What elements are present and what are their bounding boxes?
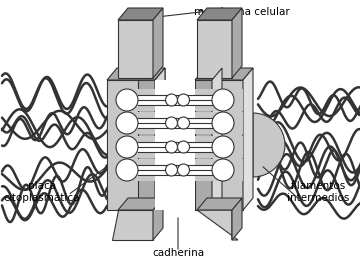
Circle shape (177, 164, 189, 176)
Polygon shape (195, 80, 212, 210)
Polygon shape (195, 89, 243, 111)
Polygon shape (212, 68, 222, 210)
Polygon shape (232, 8, 242, 78)
Wedge shape (253, 113, 285, 177)
Polygon shape (108, 89, 155, 111)
Polygon shape (118, 20, 153, 78)
Polygon shape (197, 198, 242, 210)
Polygon shape (112, 210, 153, 240)
Text: membrana celular: membrana celular (194, 7, 290, 17)
Polygon shape (108, 136, 155, 158)
Polygon shape (107, 80, 155, 210)
Polygon shape (195, 68, 253, 80)
Circle shape (116, 112, 138, 134)
Circle shape (116, 136, 138, 158)
Polygon shape (108, 159, 155, 181)
Polygon shape (155, 80, 195, 210)
Polygon shape (138, 118, 212, 127)
Circle shape (166, 141, 177, 153)
Polygon shape (155, 68, 165, 210)
Polygon shape (108, 112, 155, 134)
Circle shape (212, 159, 234, 181)
Polygon shape (197, 20, 232, 78)
Polygon shape (155, 68, 165, 210)
Polygon shape (243, 68, 253, 210)
Circle shape (116, 159, 138, 181)
Circle shape (212, 89, 234, 111)
Circle shape (177, 94, 189, 106)
Circle shape (212, 136, 234, 158)
Polygon shape (197, 210, 238, 240)
Polygon shape (138, 80, 155, 210)
Polygon shape (195, 159, 243, 181)
Text: placa
citoplasmática: placa citoplasmática (4, 181, 80, 203)
Circle shape (177, 141, 189, 153)
Polygon shape (118, 8, 163, 20)
Polygon shape (118, 198, 163, 210)
Circle shape (212, 112, 234, 134)
Polygon shape (107, 68, 165, 80)
Polygon shape (197, 8, 242, 20)
Polygon shape (153, 8, 163, 78)
Polygon shape (232, 198, 242, 240)
Circle shape (116, 89, 138, 111)
Circle shape (166, 164, 177, 176)
Polygon shape (138, 165, 212, 174)
Circle shape (177, 117, 189, 129)
Circle shape (166, 117, 177, 129)
Polygon shape (195, 136, 243, 158)
Text: cadherina: cadherina (152, 248, 204, 258)
Polygon shape (153, 198, 163, 240)
Polygon shape (195, 80, 243, 210)
Polygon shape (138, 143, 212, 152)
Circle shape (166, 94, 177, 106)
Polygon shape (195, 112, 243, 134)
Polygon shape (138, 95, 212, 105)
Text: filamentos
intermedios: filamentos intermedios (287, 181, 349, 203)
